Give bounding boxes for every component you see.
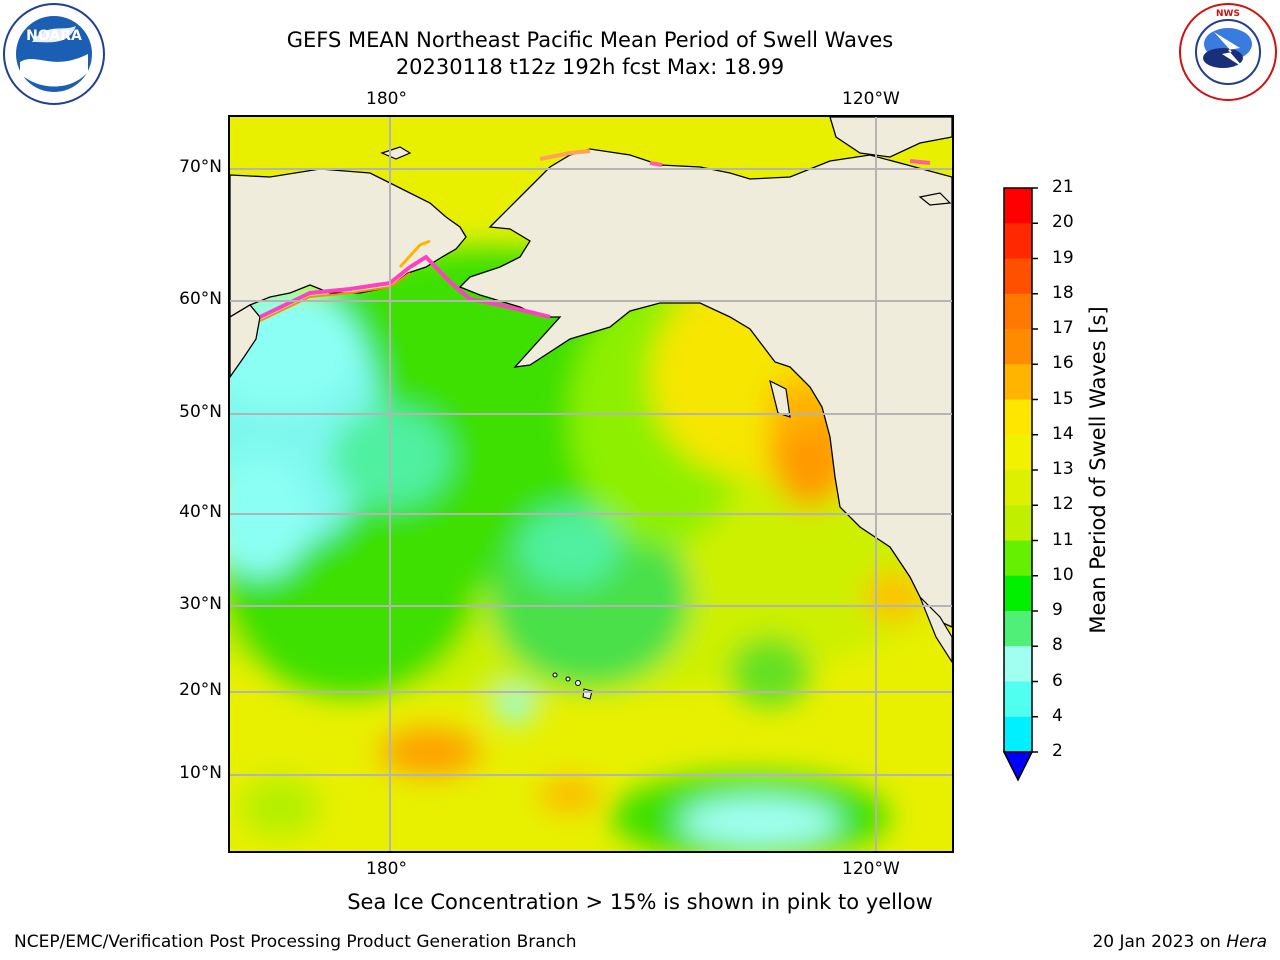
- colorbar-tick-label: 9: [1052, 600, 1063, 620]
- colorbar-segment: [1004, 540, 1032, 577]
- colorbar-svg: [1002, 187, 1038, 782]
- colorbar-tick-label: 20: [1052, 212, 1074, 233]
- colorbar-segment: [1004, 434, 1032, 471]
- colorbar-tick-label: 4: [1052, 705, 1063, 726]
- bottom-tick-180: 180°: [366, 859, 407, 879]
- colorbar-segment: [1004, 329, 1032, 365]
- lat-tick-20n: 20°N: [179, 680, 222, 700]
- colorbar-segment: [1004, 188, 1032, 224]
- colorbar-segment: [1004, 611, 1032, 647]
- colorbar-tick-label: 19: [1052, 247, 1074, 268]
- colorbar-tick-label: 12: [1052, 494, 1074, 515]
- colorbar-segment: [1004, 575, 1032, 612]
- colorbar-tick-label: 8: [1052, 635, 1063, 656]
- colorbar-segment: [1004, 223, 1032, 259]
- sea-ice-note: Sea Ice Concentration > 15% is shown in …: [347, 890, 933, 914]
- colorbar-segment: [1004, 258, 1032, 295]
- colorbar: [1000, 186, 1050, 786]
- noaa-logo: NOARA: [2, 2, 106, 106]
- swell-field: [230, 247, 950, 851]
- colorbar-ticks: 21 20 19 18 17 16 15 14 13 12 11 10 9 8 6 4 2: [1052, 0, 1092, 960]
- colorbar-segment: [1004, 716, 1032, 753]
- colorbar-tick-label: 11: [1052, 529, 1074, 550]
- colorbar-segment: [1004, 364, 1032, 400]
- top-tick-180: 180°: [366, 89, 407, 109]
- colorbar-label-text: Mean Period of Swell Waves [s]: [1086, 306, 1110, 634]
- noaa-logo-text: NOARA: [26, 28, 82, 44]
- footer-host: Hera: [1226, 932, 1267, 952]
- colorbar-tick-label: 13: [1052, 459, 1074, 479]
- colorbar-tick-label: 21: [1052, 177, 1074, 197]
- colorbar-tick-label: 18: [1052, 282, 1074, 303]
- colorbar-segment: [1004, 470, 1032, 506]
- nws-logo: NWS: [1178, 2, 1278, 102]
- chart-title: GEFS MEAN Northeast Pacific Mean Period …: [286, 28, 894, 52]
- colorbar-segment: [1004, 646, 1032, 682]
- footer-date: 20 Jan 2023 on Hera: [1092, 932, 1267, 952]
- colorbar-underflow-triangle: [1002, 751, 1034, 782]
- lat-tick-10n: 10°N: [179, 763, 222, 783]
- colorbar-tick-label: 10: [1052, 564, 1074, 585]
- colorbar-tick-label: 17: [1052, 318, 1074, 338]
- colorbar-tick-label: 15: [1052, 388, 1074, 409]
- colorbar-tick-label: 6: [1052, 670, 1063, 691]
- bottom-tick-120w: 120°W: [842, 859, 900, 879]
- lat-tick-70n: 70°N: [179, 157, 222, 177]
- lat-tick-50n: 50°N: [179, 402, 222, 422]
- footer-credit: NCEP/EMC/Verification Post Processing Pr…: [14, 932, 577, 952]
- map-svg: [230, 117, 952, 851]
- colorbar-tick-label: 14: [1052, 423, 1074, 444]
- colorbar-segment: [1004, 399, 1032, 436]
- chart-subtitle: 20230118 t12z 192h fcst Max: 18.99: [395, 55, 785, 79]
- lat-tick-40n: 40°N: [179, 502, 222, 522]
- lat-tick-30n: 30°N: [179, 594, 222, 614]
- colorbar-tick-label: 16: [1052, 353, 1074, 374]
- lat-tick-60n: 60°N: [179, 289, 222, 309]
- sea-ice-edge: [259, 149, 931, 322]
- footer-date-text: 20 Jan 2023 on: [1092, 932, 1221, 952]
- svg-text:NWS: NWS: [1216, 9, 1240, 19]
- map-panel: [228, 115, 954, 853]
- colorbar-segment: [1004, 293, 1032, 330]
- colorbar-segment: [1004, 681, 1032, 718]
- colorbar-tick-label: 2: [1052, 741, 1063, 761]
- top-tick-120w: 120°W: [842, 89, 900, 109]
- colorbar-segment: [1004, 505, 1032, 541]
- graticule: [230, 117, 952, 851]
